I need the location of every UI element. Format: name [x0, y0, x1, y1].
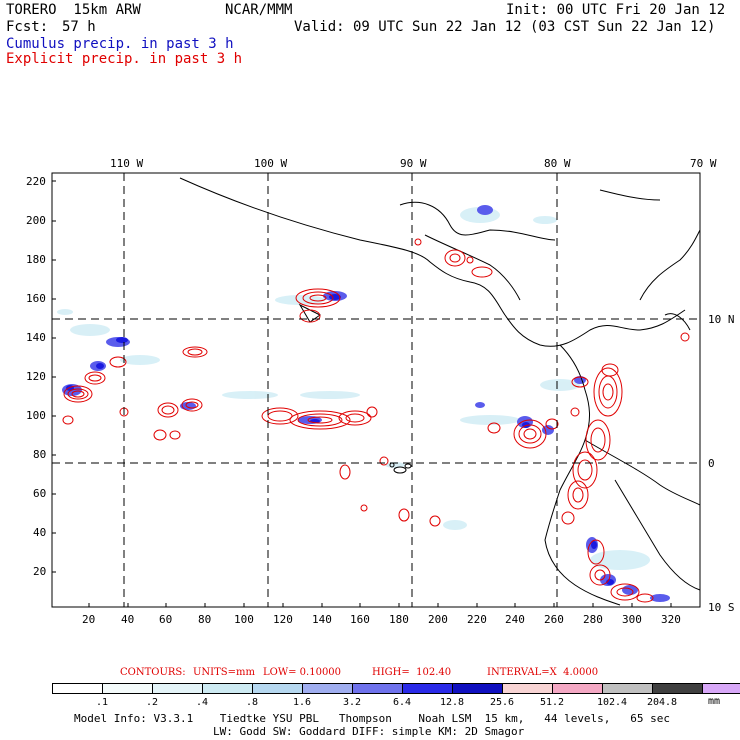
lon-label-80w: 80 W	[544, 157, 571, 170]
y-tick-label: 200	[26, 214, 46, 227]
contours-low: LOW= 0.10000	[263, 667, 342, 678]
legend-swatch	[502, 683, 553, 694]
contours-interval: INTERVAL=X 4.0000	[487, 667, 599, 678]
lon-label-100w: 100 W	[254, 157, 288, 170]
explicit-title: Explicit precip. in past 3 h	[6, 51, 243, 67]
lat-label-0: 0	[708, 457, 715, 470]
legend-unit: mm	[708, 696, 721, 707]
y-tick-label: 80	[33, 448, 47, 461]
legend-swatch	[652, 683, 703, 694]
x-tick-label: 300	[622, 613, 642, 626]
x-tick-label: 200	[428, 613, 448, 626]
y-tick-label: 40	[33, 526, 47, 539]
x-tick-label: 60	[159, 613, 173, 626]
cumulus-precip-cores	[66, 294, 614, 585]
x-tick-label: 180	[389, 613, 409, 626]
x-tick-label: 40	[121, 613, 135, 626]
init-time: Init: 00 UTC Fri 20 Jan 12	[506, 2, 726, 18]
y-tick-label: 160	[26, 292, 46, 305]
model-physics: LW: Godd SW: Goddard DIFF: simple KM: 2D…	[213, 725, 525, 738]
axis-ticks	[52, 180, 672, 607]
legend-swatch	[302, 683, 353, 694]
legend-label: .1	[95, 697, 109, 708]
y-tick-label: 180	[26, 253, 46, 266]
lon-label-90w: 90 W	[400, 157, 427, 170]
x-tick-label: 140	[312, 613, 332, 626]
contours-high: HIGH= 102.40	[372, 667, 452, 678]
legend-swatch	[702, 683, 740, 694]
legend-swatch	[452, 683, 503, 694]
legend-label: 102.4	[596, 697, 628, 708]
legend-label: .8	[245, 697, 259, 708]
lat-label-10s: 10 S	[708, 601, 735, 614]
legend-label: 25.6	[489, 697, 515, 708]
legend-swatch	[102, 683, 153, 694]
valid-time: Valid: 09 UTC Sun 22 Jan 12 (03 CST Sun …	[294, 19, 716, 35]
coastlines	[179, 177, 701, 606]
lon-label-70w: 70 W	[690, 157, 717, 170]
y-tick-label: 60	[33, 487, 47, 500]
legend-swatch	[602, 683, 653, 694]
y-tick-label: 120	[26, 370, 46, 383]
legend-label: .4	[195, 697, 209, 708]
explicit-precip-contours	[62, 238, 690, 603]
x-tick-label: 280	[583, 613, 603, 626]
model-title: TORERO 15km ARW	[6, 2, 141, 18]
x-tick-label: 80	[198, 613, 212, 626]
legend-label: .2	[145, 697, 159, 708]
x-tick-label: 260	[544, 613, 564, 626]
legend-swatch	[402, 683, 453, 694]
forecast-hour: 57 h	[62, 19, 96, 35]
legend-swatch	[252, 683, 303, 694]
legend-label: 204.8	[646, 697, 678, 708]
legend-label: 51.2	[539, 697, 565, 708]
map-frame	[51, 172, 701, 608]
lat-lon-grid	[52, 173, 700, 607]
legend-swatch	[202, 683, 253, 694]
x-tick-label: 320	[661, 613, 681, 626]
x-tick-label: 20	[82, 613, 96, 626]
lat-label-10n: 10 N	[708, 313, 735, 326]
model-info: Model Info: V3.3.1 Tiedtke YSU PBL Thomp…	[74, 712, 671, 725]
org-label: NCAR/MMM	[225, 2, 293, 18]
x-tick-label: 120	[273, 613, 293, 626]
forecast-label: Fcst:	[6, 19, 49, 35]
x-tick-label: 160	[350, 613, 370, 626]
legend-swatch	[152, 683, 203, 694]
x-tick-label: 100	[234, 613, 254, 626]
cumulus-title: Cumulus precip. in past 3 h	[6, 36, 234, 52]
y-tick-label: 220	[26, 175, 46, 188]
y-tick-label: 100	[26, 409, 46, 422]
contours-label: CONTOURS:	[120, 667, 186, 678]
legend-label: 6.4	[392, 697, 412, 708]
y-tick-label: 20	[33, 565, 47, 578]
lon-label-110w: 110 W	[110, 157, 144, 170]
legend-swatch	[52, 683, 103, 694]
legend-label: 1.6	[292, 697, 312, 708]
y-tick-label: 140	[26, 331, 46, 344]
legend-swatch	[352, 683, 403, 694]
legend-label: 3.2	[342, 697, 362, 708]
legend-swatch	[552, 683, 603, 694]
light-precip-shading	[57, 207, 650, 570]
x-tick-label: 240	[505, 613, 525, 626]
legend-label: 12.8	[439, 697, 465, 708]
contours-units: UNITS=mm	[193, 667, 255, 678]
x-tick-label: 220	[467, 613, 487, 626]
